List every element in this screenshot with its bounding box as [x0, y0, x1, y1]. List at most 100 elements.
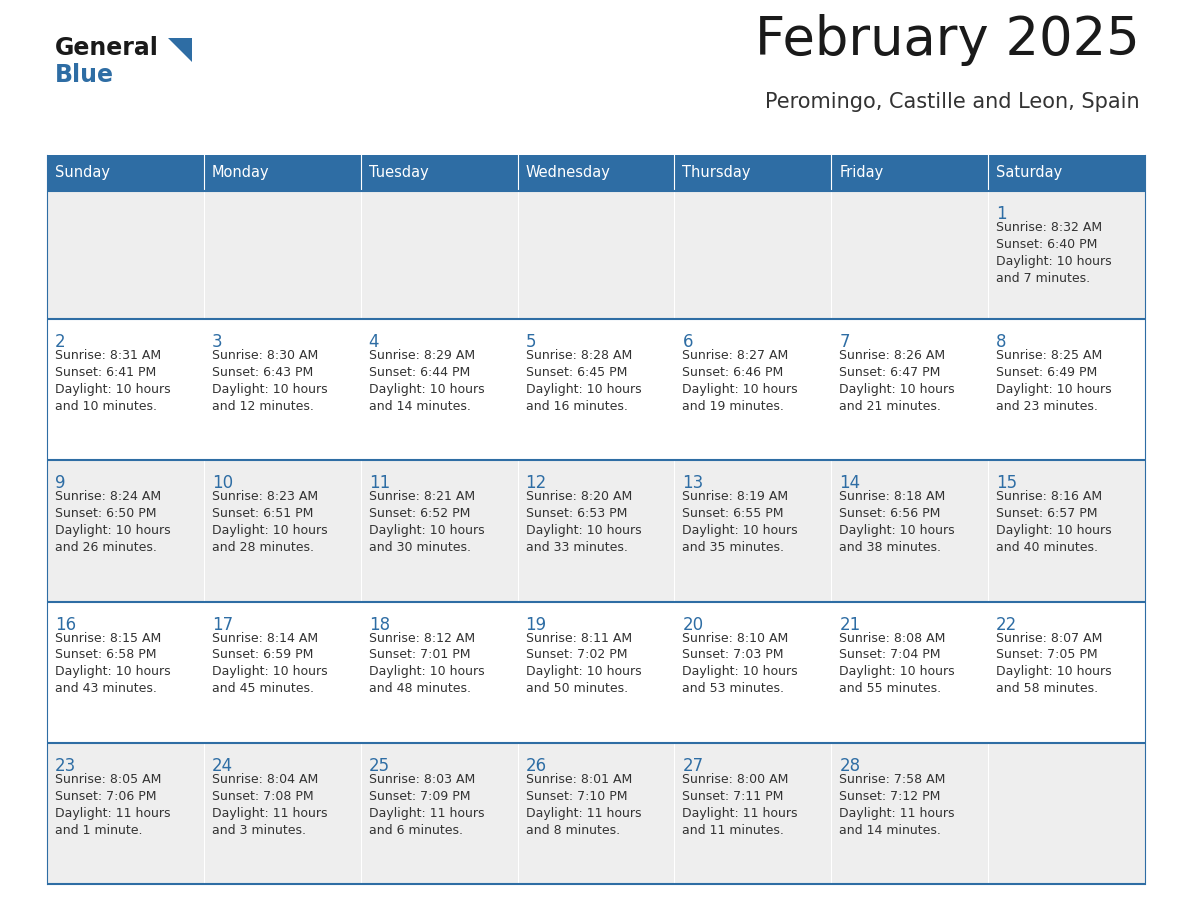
Text: Sunrise: 8:19 AM: Sunrise: 8:19 AM	[682, 490, 789, 503]
Text: Sunrise: 8:08 AM: Sunrise: 8:08 AM	[839, 632, 946, 644]
Bar	[988, 191, 1145, 319]
Text: Daylight: 10 hours: Daylight: 10 hours	[211, 524, 328, 537]
Text: 24: 24	[211, 756, 233, 775]
Text: Daylight: 10 hours: Daylight: 10 hours	[55, 666, 171, 678]
Text: Daylight: 10 hours: Daylight: 10 hours	[839, 666, 955, 678]
Text: Daylight: 10 hours: Daylight: 10 hours	[682, 524, 798, 537]
Text: and 55 minutes.: and 55 minutes.	[839, 682, 941, 696]
Text: 23: 23	[55, 756, 76, 775]
Text: Daylight: 10 hours: Daylight: 10 hours	[211, 383, 328, 396]
Bar	[832, 155, 988, 191]
Text: and 8 minutes.: and 8 minutes.	[525, 823, 620, 836]
Bar	[48, 743, 204, 884]
Text: Sunrise: 8:32 AM: Sunrise: 8:32 AM	[997, 221, 1102, 234]
Text: Daylight: 10 hours: Daylight: 10 hours	[997, 524, 1112, 537]
Text: Sunset: 7:11 PM: Sunset: 7:11 PM	[682, 789, 784, 802]
Text: Sunrise: 8:00 AM: Sunrise: 8:00 AM	[682, 773, 789, 786]
Text: Sunrise: 8:12 AM: Sunrise: 8:12 AM	[368, 632, 475, 644]
Polygon shape	[168, 38, 192, 62]
Text: Sunrise: 8:07 AM: Sunrise: 8:07 AM	[997, 632, 1102, 644]
Text: Daylight: 10 hours: Daylight: 10 hours	[525, 666, 642, 678]
Text: and 58 minutes.: and 58 minutes.	[997, 682, 1098, 696]
Text: 26: 26	[525, 756, 546, 775]
Text: Sunday: Sunday	[55, 165, 110, 181]
Text: 14: 14	[839, 475, 860, 492]
Text: and 33 minutes.: and 33 minutes.	[525, 542, 627, 554]
Bar	[675, 743, 832, 884]
Text: and 12 minutes.: and 12 minutes.	[211, 400, 314, 413]
Text: Daylight: 10 hours: Daylight: 10 hours	[211, 666, 328, 678]
Text: and 53 minutes.: and 53 minutes.	[682, 682, 784, 696]
Text: and 21 minutes.: and 21 minutes.	[839, 400, 941, 413]
Text: Blue: Blue	[55, 63, 114, 87]
Text: 13: 13	[682, 475, 703, 492]
Text: Daylight: 11 hours: Daylight: 11 hours	[525, 807, 642, 820]
Text: and 6 minutes.: and 6 minutes.	[368, 823, 462, 836]
Text: Sunrise: 8:04 AM: Sunrise: 8:04 AM	[211, 773, 318, 786]
Text: Sunrise: 8:30 AM: Sunrise: 8:30 AM	[211, 349, 318, 362]
Text: Sunrise: 8:11 AM: Sunrise: 8:11 AM	[525, 632, 632, 644]
Text: 12: 12	[525, 475, 546, 492]
Text: Sunset: 6:55 PM: Sunset: 6:55 PM	[682, 508, 784, 521]
Bar	[675, 601, 832, 743]
Bar	[204, 319, 361, 460]
Text: Sunset: 7:01 PM: Sunset: 7:01 PM	[368, 648, 470, 662]
Text: Sunset: 7:09 PM: Sunset: 7:09 PM	[368, 789, 470, 802]
Text: Daylight: 10 hours: Daylight: 10 hours	[682, 383, 798, 396]
Bar	[675, 319, 832, 460]
Text: Sunrise: 8:29 AM: Sunrise: 8:29 AM	[368, 349, 475, 362]
Text: 18: 18	[368, 615, 390, 633]
Bar	[204, 743, 361, 884]
Text: Tuesday: Tuesday	[368, 165, 429, 181]
Bar	[988, 743, 1145, 884]
Text: and 3 minutes.: and 3 minutes.	[211, 823, 305, 836]
Text: and 35 minutes.: and 35 minutes.	[682, 542, 784, 554]
Text: 11: 11	[368, 475, 390, 492]
Text: Daylight: 11 hours: Daylight: 11 hours	[55, 807, 171, 820]
Text: and 7 minutes.: and 7 minutes.	[997, 272, 1091, 285]
Text: 2: 2	[55, 333, 65, 351]
Text: Sunrise: 8:14 AM: Sunrise: 8:14 AM	[211, 632, 318, 644]
Text: 19: 19	[525, 615, 546, 633]
Bar	[361, 460, 518, 601]
Bar	[832, 319, 988, 460]
Text: Daylight: 10 hours: Daylight: 10 hours	[368, 666, 485, 678]
Text: 6: 6	[682, 333, 693, 351]
Text: 20: 20	[682, 615, 703, 633]
Text: Sunset: 6:47 PM: Sunset: 6:47 PM	[839, 366, 941, 379]
Text: Daylight: 11 hours: Daylight: 11 hours	[682, 807, 798, 820]
Text: Sunset: 7:08 PM: Sunset: 7:08 PM	[211, 789, 314, 802]
Text: Sunrise: 8:26 AM: Sunrise: 8:26 AM	[839, 349, 946, 362]
Text: 22: 22	[997, 615, 1017, 633]
Text: Sunrise: 8:03 AM: Sunrise: 8:03 AM	[368, 773, 475, 786]
Text: Sunrise: 8:31 AM: Sunrise: 8:31 AM	[55, 349, 162, 362]
Text: 8: 8	[997, 333, 1006, 351]
Text: Sunset: 6:45 PM: Sunset: 6:45 PM	[525, 366, 627, 379]
Text: 7: 7	[839, 333, 849, 351]
Text: Sunset: 6:41 PM: Sunset: 6:41 PM	[55, 366, 157, 379]
Bar	[361, 319, 518, 460]
Bar	[675, 155, 832, 191]
Text: Sunset: 7:05 PM: Sunset: 7:05 PM	[997, 648, 1098, 662]
Text: and 1 minute.: and 1 minute.	[55, 823, 143, 836]
Text: Saturday: Saturday	[997, 165, 1062, 181]
Bar	[518, 601, 675, 743]
Text: Sunrise: 8:25 AM: Sunrise: 8:25 AM	[997, 349, 1102, 362]
Text: and 14 minutes.: and 14 minutes.	[839, 823, 941, 836]
Bar	[988, 601, 1145, 743]
Text: Daylight: 10 hours: Daylight: 10 hours	[525, 383, 642, 396]
Text: Daylight: 10 hours: Daylight: 10 hours	[839, 383, 955, 396]
Text: Daylight: 10 hours: Daylight: 10 hours	[997, 255, 1112, 268]
Bar	[48, 601, 204, 743]
Text: Daylight: 11 hours: Daylight: 11 hours	[211, 807, 328, 820]
Text: February 2025: February 2025	[756, 14, 1140, 66]
Text: and 40 minutes.: and 40 minutes.	[997, 542, 1098, 554]
Bar	[361, 155, 518, 191]
Text: and 28 minutes.: and 28 minutes.	[211, 542, 314, 554]
Text: Sunrise: 8:01 AM: Sunrise: 8:01 AM	[525, 773, 632, 786]
Text: Sunrise: 8:05 AM: Sunrise: 8:05 AM	[55, 773, 162, 786]
Text: Sunset: 7:04 PM: Sunset: 7:04 PM	[839, 648, 941, 662]
Text: 1: 1	[997, 205, 1006, 223]
Text: and 38 minutes.: and 38 minutes.	[839, 542, 941, 554]
Text: 10: 10	[211, 475, 233, 492]
